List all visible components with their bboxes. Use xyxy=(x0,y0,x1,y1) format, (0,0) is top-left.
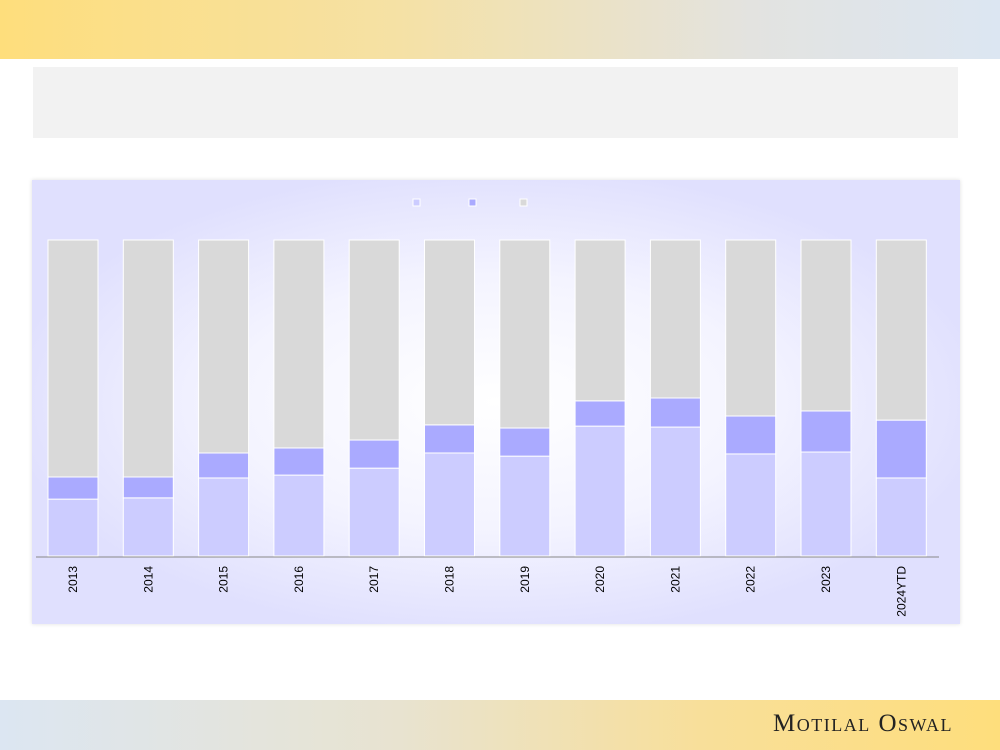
bar-segment-2016-s2 xyxy=(273,239,325,449)
bar-segment-2023-s0 xyxy=(800,451,852,557)
bar-segment-2024YTD-s2 xyxy=(875,239,927,421)
bar-segment-2015-s0 xyxy=(198,477,250,557)
x-tick-label: 2021 xyxy=(668,566,682,593)
x-tick-label: 2013 xyxy=(66,566,80,593)
bar-segment-2013-s2 xyxy=(47,239,99,478)
bar-segment-2021-s0 xyxy=(649,426,701,557)
bar-segment-2014-s1 xyxy=(122,476,174,499)
x-tick-label: 2014 xyxy=(141,566,155,593)
bar-segment-2017-s0 xyxy=(348,467,400,557)
bar-segment-2023-s1 xyxy=(800,410,852,453)
bar-segment-2024YTD-s1 xyxy=(875,419,927,479)
title-box xyxy=(33,67,958,138)
bar-segment-2016-s1 xyxy=(273,447,325,476)
x-tick-label: 2016 xyxy=(292,566,306,593)
bar-segment-2020-s0 xyxy=(574,425,626,557)
bar-segment-2013-s0 xyxy=(47,498,99,557)
bar-segment-2017-s1 xyxy=(348,439,400,469)
x-tick-label: 2019 xyxy=(518,566,532,593)
bar-segment-2014-s2 xyxy=(122,239,174,478)
x-tick-label: 2024YTD xyxy=(894,566,908,617)
bar-segment-2020-s2 xyxy=(574,239,626,402)
bar-segment-2021-s2 xyxy=(649,239,701,399)
bar-segment-2023-s2 xyxy=(800,239,852,412)
legend-swatch-0 xyxy=(412,198,421,207)
x-tick-label: 2020 xyxy=(593,566,607,593)
bar-segment-2024YTD-s0 xyxy=(875,477,927,557)
x-tick-label: 2018 xyxy=(443,566,457,593)
chart-area: 2013 2014 2015 2016 2017 2018 2019 2020 2021 2022… xyxy=(32,180,960,624)
bar-segment-2018-s1 xyxy=(424,424,475,454)
bar-segment-2015-s1 xyxy=(198,452,250,479)
x-tick-label: 2022 xyxy=(744,566,758,593)
bar-segment-2013-s1 xyxy=(47,476,99,500)
bar-segment-2017-s2 xyxy=(348,239,400,441)
bar-segment-2014-s0 xyxy=(122,497,174,557)
x-tick-label: 2015 xyxy=(217,566,231,593)
bar-segment-2015-s2 xyxy=(198,239,250,454)
bar-segment-2022-s0 xyxy=(725,453,777,557)
legend-swatch-1 xyxy=(468,198,477,207)
x-tick-label: 2017 xyxy=(367,566,381,593)
bar-segment-2022-s2 xyxy=(725,239,777,417)
x-tick-label: 2023 xyxy=(819,566,833,593)
bar-segment-2019-s2 xyxy=(499,239,551,429)
bar-segment-2018-s2 xyxy=(424,239,475,426)
legend-swatch-2 xyxy=(519,198,528,207)
stacked-bar-chart: 2013 2014 2015 2016 2017 2018 2019 2020 2021 2022… xyxy=(36,198,939,617)
motilal-oswal-logo: Motilal Oswal xyxy=(773,710,954,737)
footer-band xyxy=(0,700,1000,750)
bar-segment-2021-s1 xyxy=(649,397,701,428)
bar-segment-2019-s1 xyxy=(499,427,551,457)
bar-segment-2018-s0 xyxy=(424,452,475,557)
bar-segment-2022-s1 xyxy=(725,415,777,455)
bar-segment-2016-s0 xyxy=(273,474,325,557)
bar-segment-2019-s0 xyxy=(499,455,551,557)
header-band xyxy=(0,0,1000,59)
bar-segment-2020-s1 xyxy=(574,400,626,427)
